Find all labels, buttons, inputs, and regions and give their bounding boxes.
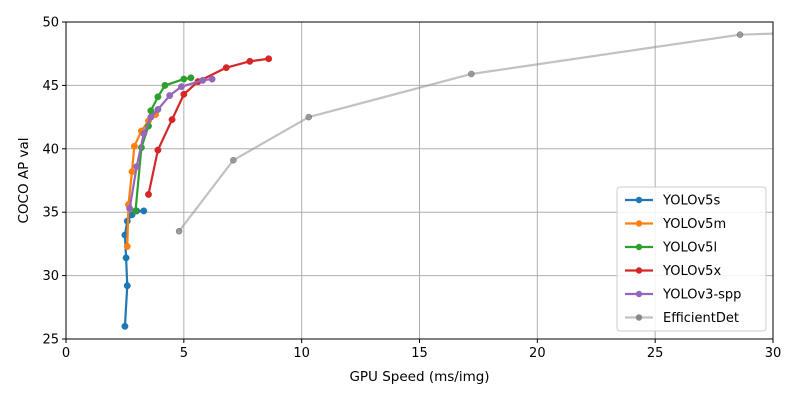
data-point — [187, 74, 195, 82]
data-point — [132, 207, 139, 215]
legend-swatch-marker — [635, 196, 643, 204]
data-point — [199, 76, 207, 84]
legend-item: YOLOv5x — [625, 264, 721, 279]
legend-swatch-marker — [635, 220, 643, 227]
legend-swatch-marker — [635, 314, 643, 321]
legend-swatch-marker — [635, 290, 643, 298]
data-point — [246, 57, 254, 65]
data-point — [166, 92, 174, 99]
data-point — [305, 113, 312, 121]
data-point — [154, 93, 162, 101]
legend-label: YOLOv3-spp — [662, 288, 741, 303]
legend-swatch-marker — [635, 267, 643, 274]
x-tick-label: 15 — [411, 346, 428, 361]
y-tick-label: 30 — [42, 269, 59, 284]
x-tick-label: 10 — [293, 346, 310, 361]
x-tick-label: 20 — [529, 346, 546, 361]
data-point — [126, 204, 134, 212]
data-point — [121, 322, 129, 330]
y-axis-label: COCO AP val — [16, 137, 32, 223]
data-point — [123, 282, 131, 290]
data-point — [161, 81, 169, 89]
data-point — [265, 55, 273, 63]
data-point — [133, 163, 141, 171]
legend-item: YOLOv5l — [625, 241, 717, 256]
data-point — [154, 106, 162, 113]
data-point — [122, 254, 130, 262]
data-point — [178, 83, 185, 91]
series-efficientdet — [175, 31, 773, 235]
data-point — [154, 146, 162, 154]
data-point — [147, 107, 155, 115]
x-tick-label: 5 — [180, 346, 188, 361]
data-point — [147, 113, 155, 121]
data-point — [145, 190, 152, 198]
data-point — [208, 75, 216, 83]
series-line — [147, 57, 269, 195]
data-point — [140, 207, 148, 215]
legend: YOLOv5s YOLOv5m YOLOv5l YOLOv5x YOLOv3-spp Ef… — [616, 186, 767, 332]
data-point — [175, 227, 183, 235]
series-layer — [121, 31, 773, 330]
y-tick-label: 25 — [42, 333, 59, 348]
legend-swatch-marker — [635, 243, 643, 251]
data-point — [128, 168, 136, 176]
legend-label: YOLOv5x — [662, 264, 721, 279]
data-point — [180, 90, 188, 98]
y-tick-label: 40 — [42, 142, 59, 157]
data-point — [168, 116, 176, 124]
ticks: 0 5 10 15 20 25 30 25 30 35 40 45 50 — [42, 16, 781, 362]
data-point — [230, 156, 237, 164]
series-yolov3-spp — [126, 75, 216, 212]
data-point — [222, 64, 230, 72]
data-point — [468, 70, 475, 78]
x-tick-label: 30 — [765, 346, 782, 361]
series-line — [178, 32, 773, 232]
legend-item: YOLOv5s — [625, 194, 720, 209]
legend-box — [616, 186, 767, 332]
data-point — [123, 242, 131, 250]
legend-label: YOLOv5s — [662, 194, 720, 209]
legend-item: YOLOv3-spp — [625, 288, 741, 303]
y-tick-label: 50 — [42, 16, 59, 31]
data-point — [736, 31, 744, 38]
data-point — [140, 130, 148, 138]
x-tick-label: 0 — [62, 346, 70, 361]
x-axis-label: GPU Speed (ms/img) — [349, 369, 489, 385]
data-point — [130, 142, 138, 150]
legend-label: EfficientDet — [663, 311, 739, 326]
y-tick-label: 45 — [42, 79, 59, 94]
y-tick-label: 35 — [42, 206, 59, 221]
legend-label: YOLOv5m — [662, 217, 726, 232]
data-point — [180, 75, 188, 83]
legend-label: YOLOv5l — [662, 241, 717, 256]
legend-item: YOLOv5m — [625, 217, 726, 232]
x-tick-label: 25 — [647, 346, 664, 361]
legend-item: EfficientDet — [625, 311, 739, 326]
